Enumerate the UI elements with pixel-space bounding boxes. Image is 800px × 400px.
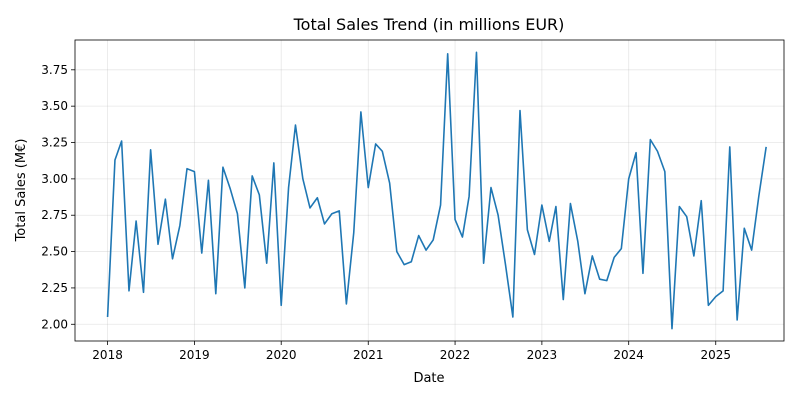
series-layer [106, 51, 767, 330]
y-tick-label: 2.75 [41, 208, 68, 222]
x-tick-label: 2018 [92, 348, 123, 362]
x-tick-label: 2024 [613, 348, 644, 362]
y-axis-label: Total Sales (M€) [14, 139, 29, 243]
x-tick-label: 2023 [527, 348, 558, 362]
x-tick-label: 2019 [179, 348, 210, 362]
y-tick-label: 3.00 [41, 172, 68, 186]
y-tick-label: 3.50 [41, 99, 68, 113]
x-tick-label: 2025 [700, 348, 731, 362]
x-tick-label: 2021 [353, 348, 384, 362]
chart-title: Total Sales Trend (in millions EUR) [293, 15, 565, 34]
x-tick-label: 2022 [440, 348, 471, 362]
x-tick-label: 2020 [266, 348, 297, 362]
x-axis-label: Date [413, 371, 444, 386]
plot-frame [74, 39, 785, 342]
y-tick-label: 2.50 [41, 245, 68, 259]
grid-lines [75, 40, 784, 341]
series-line [106, 51, 767, 330]
y-axis-ticks: 2.00 2.25 2.50 2.75 3.00 3.25 3.50 3.75 [41, 63, 75, 331]
y-tick-label: 2.25 [41, 281, 68, 295]
x-axis-ticks: 2018 2019 2020 2021 2022 2023 2024 2025 [92, 341, 731, 362]
y-tick-label: 3.25 [41, 136, 68, 150]
y-tick-label: 3.75 [41, 63, 68, 77]
y-tick-label: 2.00 [41, 317, 68, 331]
